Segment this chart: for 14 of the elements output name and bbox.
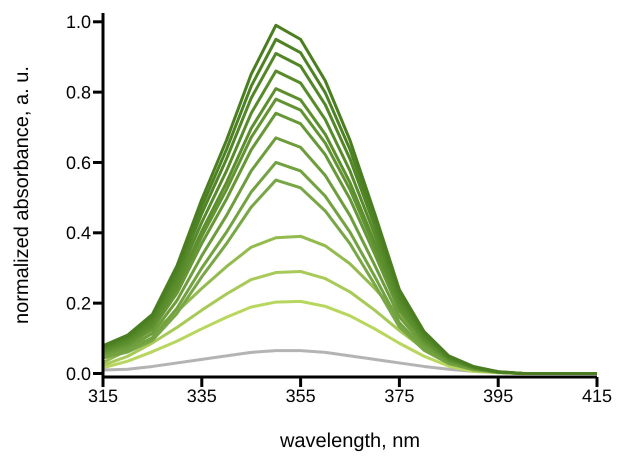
x-tick-label: 355	[286, 386, 316, 406]
y-tick-label: 0.8	[66, 82, 91, 103]
x-axis-title: wavelength, nm	[278, 430, 420, 452]
y-axis-title: normalized absorbance, a. u.	[11, 66, 33, 324]
x-tick-label: 315	[88, 386, 118, 406]
x-tick-label: 415	[582, 386, 612, 406]
y-tick-label: 0.4	[66, 223, 91, 244]
y-tick-label: 0.2	[66, 294, 91, 314]
y-tick-label: 0.0	[66, 364, 91, 384]
y-tick-label: 1.0	[66, 12, 91, 32]
x-tick-label: 375	[384, 386, 414, 406]
y-tick-label: 0.6	[66, 152, 91, 173]
x-tick-label: 335	[186, 386, 217, 406]
x-tick-label: 395	[483, 386, 514, 406]
